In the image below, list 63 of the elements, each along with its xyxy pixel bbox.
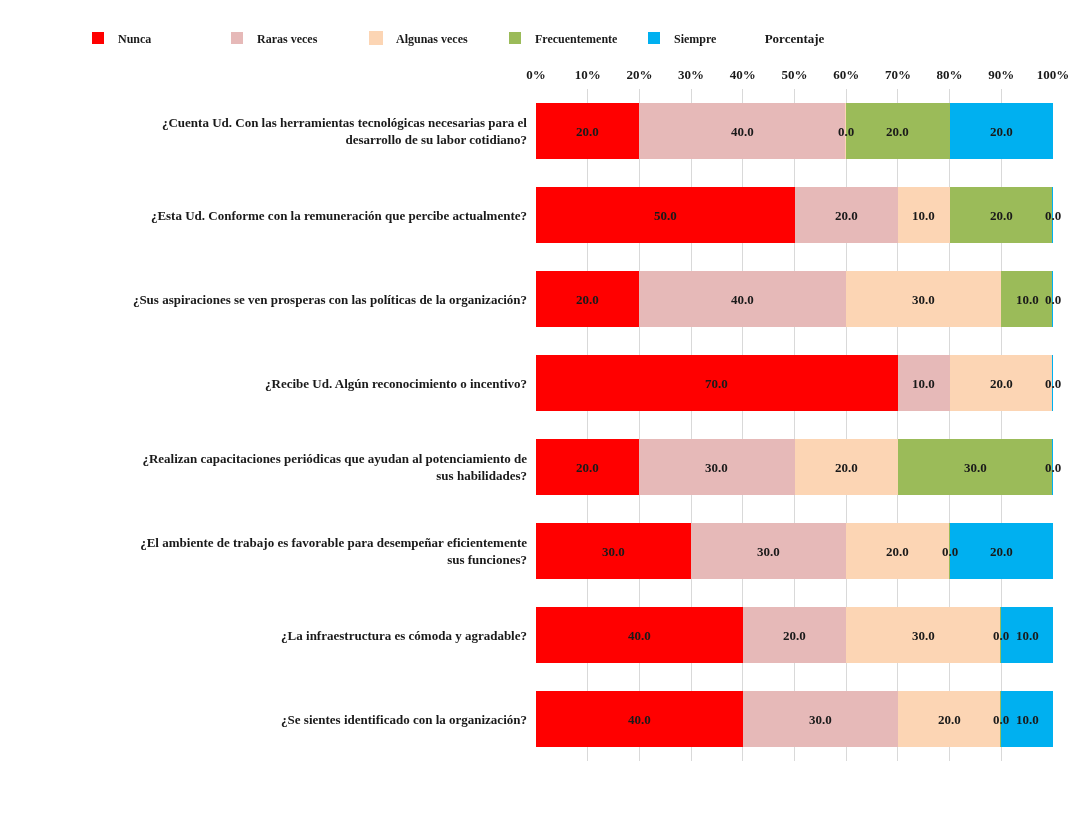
y-tick-label: ¿El ambiente de trabajo es favorable para desempeñar eficientemente sus funciones? <box>140 535 528 567</box>
data-label: 10.0 <box>912 208 935 223</box>
data-label: 30.0 <box>912 628 935 643</box>
x-tick-label: 100% <box>1036 67 1070 83</box>
data-label: 0.0 <box>942 544 959 559</box>
data-label: 50.0 <box>654 208 677 223</box>
x-tick-label: 30% <box>678 67 705 83</box>
y-tick-label: ¿Realizan capacitaciones periódicas que ayudan al potenciamiento de sus habilidades? <box>142 451 528 483</box>
data-label: 20.0 <box>886 544 909 559</box>
data-label: 20.0 <box>990 376 1013 391</box>
data-label: 40.0 <box>628 712 651 727</box>
x-tick-label: 60% <box>833 67 860 83</box>
data-label: 0.0 <box>993 628 1010 643</box>
data-label: 30.0 <box>809 712 832 727</box>
data-label: 30.0 <box>757 544 780 559</box>
data-label: 40.0 <box>628 628 651 643</box>
legend-label: Frecuentemente <box>535 31 619 46</box>
data-label: 20.0 <box>990 124 1013 139</box>
data-label: 20.0 <box>990 544 1013 559</box>
data-label: 0.0 <box>993 712 1010 727</box>
x-tick-label: 10% <box>574 67 601 83</box>
data-label: 20.0 <box>835 208 858 223</box>
data-label: 20.0 <box>576 460 599 475</box>
data-label: 10.0 <box>912 376 935 391</box>
x-axis-title: Porcentaje <box>764 31 825 47</box>
y-tick-label: ¿Sus aspiraciones se ven prosperas con las políticas de la organización? <box>132 291 527 307</box>
y-tick-label: ¿La infraestructura es cómoda y agradable? <box>281 627 527 643</box>
data-label: 20.0 <box>783 628 806 643</box>
data-label: 20.0 <box>576 292 599 307</box>
data-label: 20.0 <box>938 712 961 727</box>
data-label: 20.0 <box>886 124 909 139</box>
y-tick-label: ¿Recibe Ud. Algún reconocimiento o incentivo? <box>265 375 527 391</box>
data-label: 10.0 <box>1016 628 1039 643</box>
legend-label: Algunas veces <box>396 31 468 46</box>
x-tick-label: 70% <box>884 67 911 83</box>
data-label: 30.0 <box>964 460 987 475</box>
data-label: 20.0 <box>576 124 599 139</box>
x-tick-label: 0% <box>526 67 546 83</box>
legend-label: Nunca <box>118 31 152 46</box>
data-label: 30.0 <box>705 460 728 475</box>
data-label: 30.0 <box>602 544 625 559</box>
x-tick-label: 90% <box>988 67 1015 83</box>
legend-label: Siempre <box>674 31 718 46</box>
data-label: 70.0 <box>705 376 728 391</box>
x-tick-label: 80% <box>936 67 963 83</box>
data-label: 20.0 <box>835 460 858 475</box>
data-label: 10.0 <box>1016 712 1039 727</box>
data-label: 10.0 <box>1016 292 1039 307</box>
data-label: 40.0 <box>731 124 754 139</box>
data-label: 30.0 <box>912 292 935 307</box>
data-label: 0.0 <box>1045 460 1062 475</box>
data-label: 0.0 <box>838 124 855 139</box>
x-tick-label: 20% <box>626 67 653 83</box>
data-label: 0.0 <box>1045 208 1062 223</box>
x-tick-label: 40% <box>729 67 756 83</box>
y-tick-label: ¿Cuenta Ud. Con las herramientas tecnológicas necesarias para el desarrollo de su labor cotidiano? <box>161 115 528 147</box>
y-tick-label: ¿Se sientes identificado con la organización? <box>281 711 527 727</box>
y-tick-label: ¿Esta Ud. Conforme con la remuneración que percibe actualmente? <box>150 207 527 223</box>
x-tick-label: 50% <box>781 67 808 83</box>
data-label: 0.0 <box>1045 292 1062 307</box>
legend-label: Raras veces <box>257 31 318 46</box>
data-label: 20.0 <box>990 208 1013 223</box>
data-label: 40.0 <box>731 292 754 307</box>
